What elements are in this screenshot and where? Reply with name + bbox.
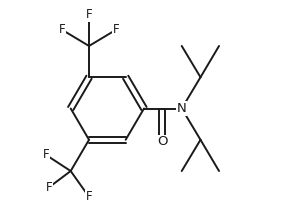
- Text: O: O: [157, 135, 168, 148]
- Text: F: F: [86, 190, 92, 203]
- Text: F: F: [113, 23, 119, 36]
- Text: F: F: [46, 181, 52, 194]
- Text: N: N: [177, 102, 187, 115]
- Text: F: F: [59, 23, 65, 36]
- Text: F: F: [86, 8, 92, 21]
- Text: F: F: [43, 148, 49, 161]
